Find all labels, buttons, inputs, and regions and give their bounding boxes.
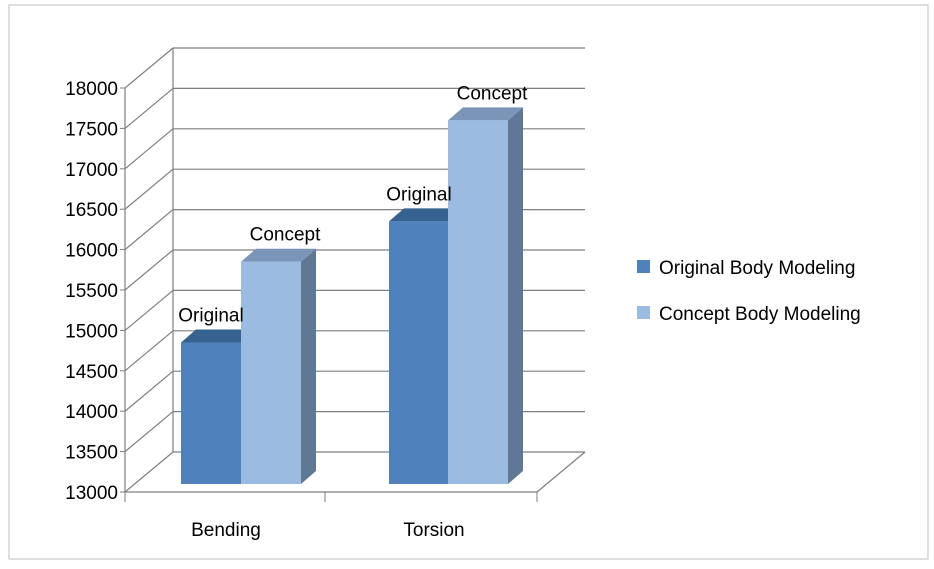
legend: Original Body Modeling Concept Body Model…: [637, 258, 861, 325]
gridline: [120, 87, 585, 129]
y-tick-label: 17000: [65, 160, 118, 181]
data-label: Original: [386, 184, 451, 205]
legend-entry: Concept Body Modeling: [637, 304, 861, 325]
legend-label: Original Body Modeling: [659, 258, 855, 279]
legend-swatch: [637, 260, 650, 273]
x-tick-label: Bending: [191, 520, 261, 541]
legend-label: Concept Body Modeling: [659, 304, 861, 325]
y-tick-label: 16500: [65, 200, 118, 221]
y-tick-label: 15000: [65, 321, 118, 342]
y-tick-label: 13500: [65, 443, 118, 464]
x-tick-label: Torsion: [403, 520, 464, 541]
y-axis-tick-labels: 13000 13500 14000 14500 15000 15500 16000 16500…: [65, 79, 118, 504]
y-tick-label: 14500: [65, 362, 118, 383]
gridline: [120, 47, 585, 89]
y-tick-label: 13000: [65, 483, 118, 504]
legend-entry: Original Body Modeling: [637, 258, 855, 279]
floor-edge: [536, 451, 586, 493]
bar: [241, 248, 316, 484]
y-tick-label: 15500: [65, 281, 118, 302]
data-label: Original: [178, 306, 243, 327]
y-tick-label: 18000: [65, 79, 118, 100]
y-tick-label: 17500: [65, 119, 118, 140]
bars: [181, 107, 523, 484]
axes: [124, 48, 586, 502]
data-labels: Original Concept Original Concept: [178, 83, 528, 326]
data-label: Concept: [457, 83, 528, 104]
bar: [448, 107, 523, 484]
legend-swatch: [637, 306, 650, 319]
y-tick-label: 16000: [65, 241, 118, 262]
data-label: Concept: [250, 225, 321, 246]
x-axis-tick-labels: Bending Torsion: [191, 520, 464, 541]
y-tick-label: 14000: [65, 402, 118, 423]
